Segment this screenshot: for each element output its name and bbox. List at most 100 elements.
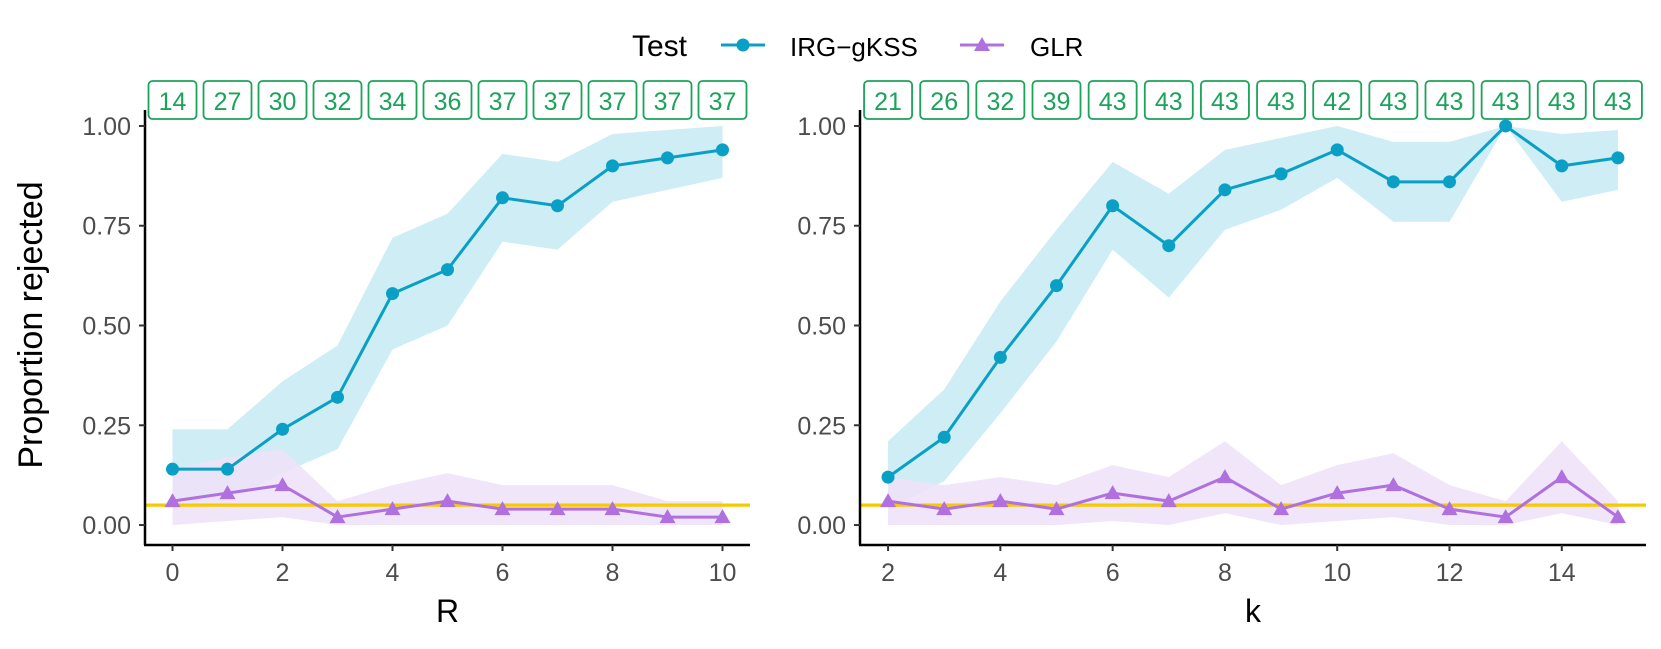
glr-point (880, 493, 897, 508)
glr-point (1273, 501, 1290, 516)
glr-point (1329, 485, 1346, 500)
count-box (202, 80, 253, 120)
count-box (1200, 80, 1250, 120)
glr-point (1216, 469, 1233, 484)
irg-point (1499, 119, 1513, 133)
irg-point (1443, 175, 1456, 189)
legend-irg-marker (736, 38, 750, 52)
glr-point (329, 509, 346, 524)
count-label: 43 (1436, 88, 1464, 116)
count-box (1256, 80, 1306, 120)
irg-point (606, 159, 619, 173)
glr-point (549, 501, 566, 516)
count-label: 27 (214, 88, 242, 116)
count-box (1424, 80, 1475, 120)
count-label: 42 (1323, 88, 1351, 116)
count-box (1312, 80, 1363, 120)
panels: 0.00 0.25 0.50 0.75 1.00 0 2 4 6 8 10 R 14 27 30 32 34 36… (82, 80, 1646, 629)
irg-point (1106, 199, 1120, 213)
y-tick-label: 1.00 (797, 113, 846, 141)
count-label: 14 (159, 88, 187, 116)
irg-point (441, 263, 454, 277)
y-tick-label: 0.50 (82, 313, 131, 341)
irg-series-line (887, 124, 1619, 479)
irg-point (1274, 167, 1288, 181)
count-box (1143, 80, 1194, 120)
count-label: 43 (1379, 88, 1407, 116)
count-label: 32 (986, 88, 1014, 116)
irg-point (937, 430, 951, 444)
x-tick-label: 10 (1323, 559, 1351, 587)
count-label: 21 (874, 88, 902, 116)
irg-point (276, 422, 289, 436)
glr-point (164, 493, 181, 508)
y-tick-label: 0.00 (82, 512, 131, 540)
legend-glr-label: GLR (1030, 32, 1083, 62)
count-label: 37 (709, 88, 737, 116)
glr-point (936, 501, 953, 516)
y-tick-label: 0.50 (797, 313, 846, 341)
irg-point (1386, 175, 1400, 189)
irg-point (1162, 239, 1176, 253)
count-label: 37 (489, 88, 517, 116)
y-tick-label: 0.00 (797, 512, 846, 540)
x-tick-label: 12 (1436, 559, 1464, 587)
irg-point (496, 191, 509, 205)
count-box (863, 80, 913, 120)
count-label: 37 (544, 88, 572, 116)
legend-glr-marker (974, 37, 990, 51)
count-box (422, 80, 473, 120)
count-box (532, 80, 583, 120)
count-label: 30 (269, 88, 297, 116)
count-label: 43 (1548, 88, 1576, 116)
glr-point (1385, 477, 1402, 492)
x-tick-label: 8 (1218, 559, 1232, 587)
irg-confidence-band (172, 125, 723, 502)
irg-point (1555, 159, 1569, 173)
count-box (1368, 80, 1419, 120)
x-tick-label: 2 (881, 559, 895, 587)
count-box (1480, 80, 1531, 120)
y-tick-label: 0.75 (797, 213, 846, 241)
legend-irg-label: IRG−gKSS (790, 32, 918, 62)
count-label: 43 (1492, 88, 1520, 116)
count-label: 43 (1099, 88, 1127, 116)
glr-point (1104, 485, 1121, 500)
x-tick-label: 6 (496, 559, 510, 587)
x-axis-title: R (436, 593, 459, 629)
y-tick-label: 1.00 (82, 113, 131, 141)
count-box (975, 80, 1026, 120)
x-tick-label: 4 (386, 559, 400, 587)
glr-point (274, 477, 291, 492)
count-box (919, 80, 970, 120)
glr-point (219, 485, 236, 500)
y-tick-label: 0.25 (82, 412, 131, 440)
legend: Test IRG−gKSS GLR (632, 30, 1083, 63)
glr-point (714, 509, 731, 524)
glr-point (1441, 501, 1458, 516)
count-box (1087, 80, 1138, 120)
irg-confidence-band (888, 125, 1618, 510)
x-axis-title: k (1245, 593, 1262, 629)
count-box (642, 80, 693, 120)
x-tick-label: 8 (606, 559, 620, 587)
count-label: 37 (654, 88, 682, 116)
count-box (587, 80, 638, 120)
count-label: 43 (1155, 88, 1183, 116)
count-box (477, 80, 528, 120)
irg-point (551, 199, 564, 213)
x-tick-label: 2 (276, 559, 290, 587)
glr-point (384, 501, 401, 516)
count-box (312, 80, 363, 120)
irg-point (716, 143, 729, 157)
count-label: 36 (434, 88, 462, 116)
irg-point (331, 390, 344, 404)
count-label: 39 (1043, 88, 1071, 116)
legend-title: Test (632, 30, 688, 63)
glr-point (992, 493, 1009, 508)
glr-confidence-band (888, 441, 1618, 526)
glr-point (659, 509, 676, 524)
panel-1: 0.00 0.25 0.50 0.75 1.00 0 2 4 6 8 10 R 14 27 30 32 34 36… (82, 80, 750, 629)
